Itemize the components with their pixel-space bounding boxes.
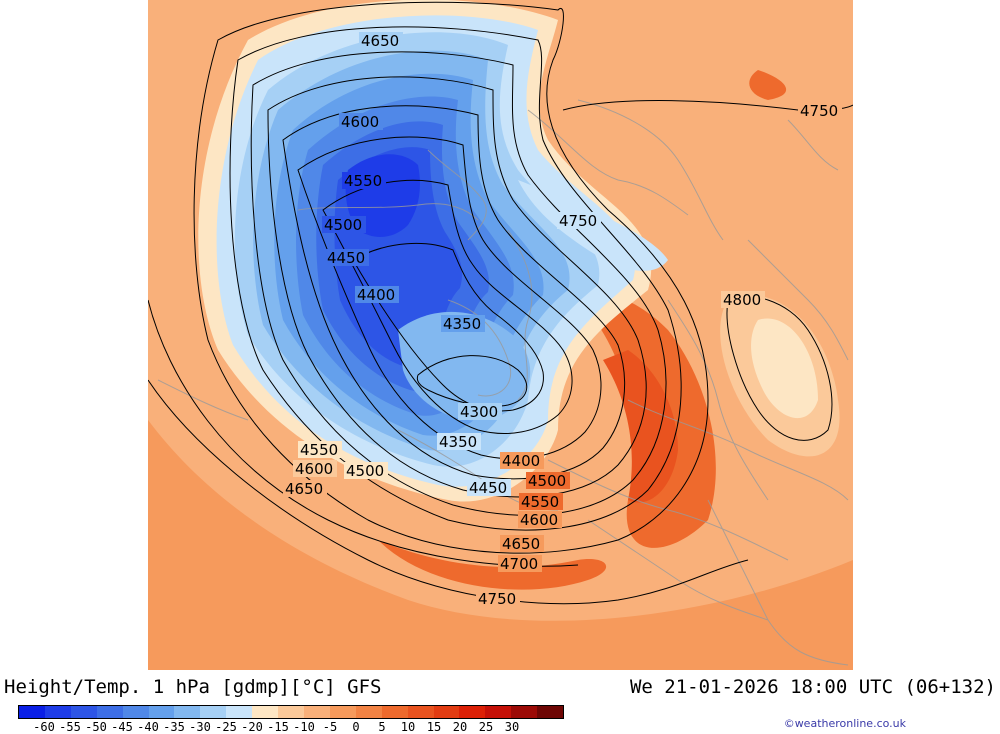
contour-label: 4500 <box>528 472 566 490</box>
contour-label: 4600 <box>341 113 379 131</box>
contour-label: 4600 <box>295 460 333 478</box>
colorbar-swatch <box>381 706 408 718</box>
contour-label: 4550 <box>344 172 382 190</box>
contour-label: 4650 <box>285 480 323 498</box>
colorbar-swatch <box>355 706 382 718</box>
colorbar-swatch <box>19 706 45 718</box>
colorbar <box>18 705 564 719</box>
valid-time: We 21-01-2026 18:00 UTC (06+132) <box>629 676 996 698</box>
colorbar-swatch <box>122 706 149 718</box>
colorbar-swatch <box>485 706 512 718</box>
colorbar-tick-label: 0 <box>352 720 360 734</box>
contour-label: 4600 <box>520 511 558 529</box>
colorbar-swatch <box>44 706 71 718</box>
height-contours <box>148 1 853 605</box>
colorbar-tick-label: 15 <box>426 720 442 734</box>
contour-label: 4700 <box>500 555 538 573</box>
contour-label: 4500 <box>346 462 384 480</box>
contour-label: 4800 <box>723 291 761 309</box>
colorbar-swatch <box>226 706 253 718</box>
colorbar-tick-label: -40 <box>137 720 159 734</box>
colorbar-swatch <box>329 706 356 718</box>
colorbar-swatch <box>252 706 279 718</box>
contour-label: 4300 <box>460 403 498 421</box>
colorbar-swatch <box>537 706 564 718</box>
contour-label: 4450 <box>327 249 365 267</box>
chart-title: Height/Temp. 1 hPa [gdmp][°C] GFS <box>4 676 382 698</box>
contour-label: 4750 <box>559 212 597 230</box>
contour-label: 4650 <box>502 535 540 553</box>
colorbar-tick-label: -5 <box>322 720 338 734</box>
colorbar-swatch <box>303 706 330 718</box>
colorbar-tick-label: -25 <box>215 720 237 734</box>
contour-label: 4500 <box>324 216 362 234</box>
colorbar-tick-label: -50 <box>85 720 107 734</box>
colorbar-tick-label: 20 <box>452 720 468 734</box>
contour-label: 4450 <box>469 479 507 497</box>
contour-label: 4750 <box>800 102 838 120</box>
colorbar-tick-label: -10 <box>293 720 315 734</box>
colorbar-swatch <box>200 706 227 718</box>
colorbar-tick-label: -45 <box>111 720 133 734</box>
colorbar-tick-label: -15 <box>267 720 289 734</box>
colorbar-tick-label: -30 <box>189 720 211 734</box>
colorbar-tick-label: 5 <box>378 720 386 734</box>
colorbar-ticks: -60 -55 -50 -45 -40 -35 -30 -25 -20 -15 -10 -5 0 5 10 1… <box>18 720 564 734</box>
warm-band-south <box>148 420 853 670</box>
warm-streak-south <box>378 540 607 590</box>
contour-label: 4550 <box>300 441 338 459</box>
colorbar-swatch <box>459 706 486 718</box>
colorbar-tick-label: -60 <box>33 720 55 734</box>
colorbar-swatch <box>96 706 123 718</box>
contour-label: 4400 <box>357 286 395 304</box>
map-panel: 4650 4750 4600 4550 4500 4450 4750 4400 … <box>148 0 853 670</box>
colorbar-tick-label: 30 <box>504 720 520 734</box>
colorbar-swatch <box>278 706 304 718</box>
colorbar-swatch <box>70 706 97 718</box>
contour-label: 4350 <box>439 433 477 451</box>
colorbar-tick-label: -35 <box>163 720 185 734</box>
contour-labels: 4650 4750 4600 4550 4500 4450 4750 4400 … <box>283 32 842 608</box>
colorbar-tick-label: -20 <box>241 720 263 734</box>
contour-label: 4350 <box>443 315 481 333</box>
contour-label: 4400 <box>502 452 540 470</box>
colorbar-tick-label: 25 <box>478 720 494 734</box>
warm-pale-east-inner <box>751 318 818 419</box>
map-canvas: 4650 4750 4600 4550 4500 4450 4750 4400 … <box>148 0 853 670</box>
colorbar-tick-label: 10 <box>400 720 416 734</box>
colorbar-swatch <box>148 706 175 718</box>
colorbar-swatch <box>407 706 434 718</box>
colorbar-swatch <box>433 706 460 718</box>
contour-label: 4650 <box>361 32 399 50</box>
colorbar-tick-label: -55 <box>59 720 81 734</box>
contour-label: 4750 <box>478 590 516 608</box>
warm-spot-ne <box>749 70 787 100</box>
colorbar-swatch <box>511 706 538 718</box>
credit-link[interactable]: ©weatheronline.co.uk <box>783 717 906 730</box>
colorbar-swatch <box>174 706 201 718</box>
contour-label: 4550 <box>521 493 559 511</box>
